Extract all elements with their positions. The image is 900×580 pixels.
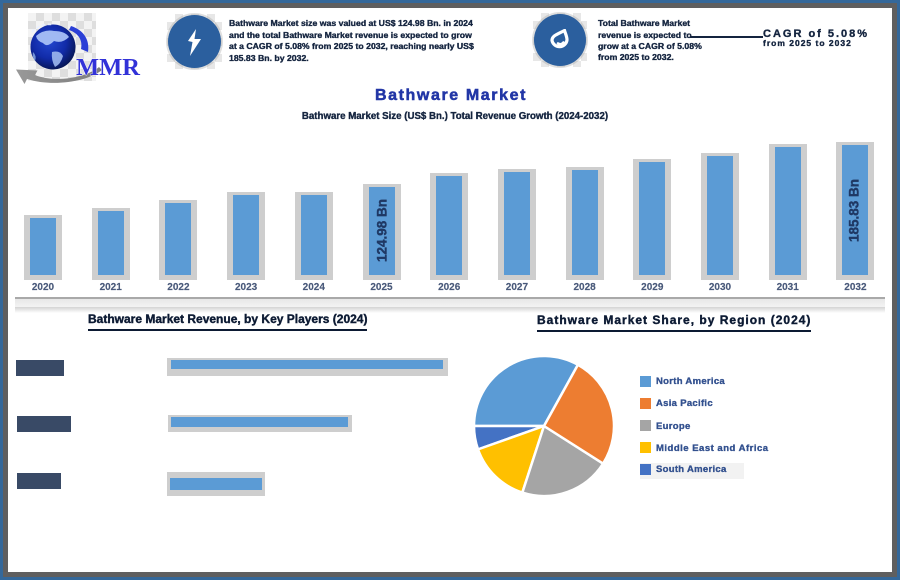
svg-text:MMR: MMR <box>76 54 140 81</box>
